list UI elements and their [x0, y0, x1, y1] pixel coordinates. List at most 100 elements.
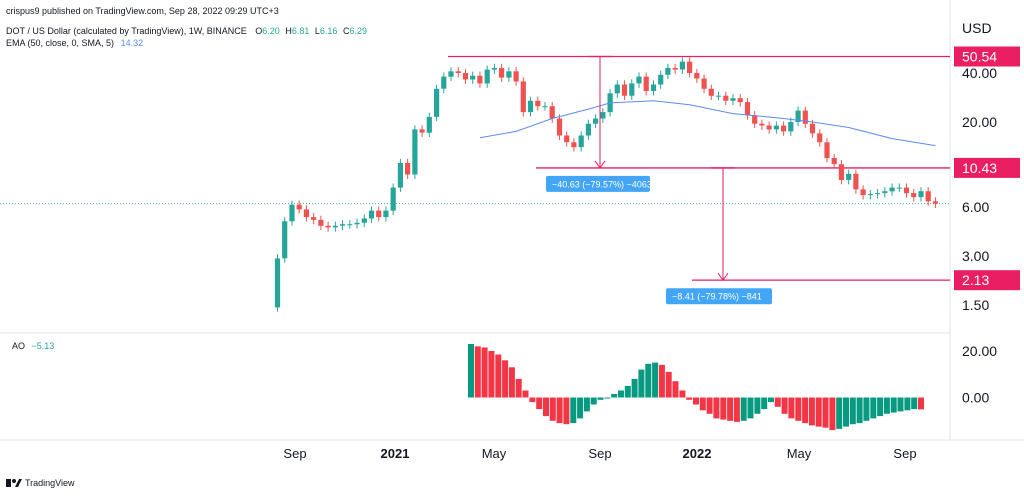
ema50-line: [479, 100, 936, 147]
candle-body-34: [520, 81, 526, 113]
level-label-2: 2.13: [962, 272, 989, 288]
candle-body-31: [499, 67, 505, 78]
price-tick-3: 3.00: [962, 248, 989, 264]
ao-axis: 20.00 0.00: [962, 343, 997, 406]
candle-body-18: [405, 162, 411, 175]
ao-bar-28: [658, 364, 665, 398]
ao-bar-39: [733, 397, 740, 422]
candle-body-90: [925, 191, 931, 202]
ema-value: 14.32: [121, 38, 144, 48]
candle-body-35: [527, 100, 534, 113]
candle-body-79: [846, 173, 852, 180]
candle-body-81: [860, 189, 866, 196]
ao-bar-3: [488, 351, 495, 398]
candle-body-27: [470, 75, 476, 80]
candle-body-63: [730, 98, 736, 101]
candle-body-15: [383, 210, 389, 218]
ao-bar-33: [693, 397, 699, 405]
ema-title: EMA (50, close, 0, SMA, 5): [6, 38, 114, 48]
time-label-6: Sep: [893, 446, 916, 461]
ao-histogram: [468, 344, 924, 431]
candle-body-48: [621, 84, 628, 96]
ao-bar-34: [699, 397, 706, 411]
level-badge-0: [954, 46, 1020, 67]
ao-bar-43: [761, 397, 768, 410]
symbol-line: DOT / US Dollar (calculated by TradingVi…: [6, 26, 367, 36]
ao-bar-25: [638, 369, 645, 398]
candle-body-76: [824, 142, 830, 159]
candle-body-17: [397, 162, 403, 188]
price-tick-1: 20.00: [962, 114, 997, 130]
candle-body-68: [766, 125, 772, 130]
candle-body-7: [325, 225, 331, 228]
ao-bar-52: [822, 397, 829, 428]
candle-body-8: [332, 225, 338, 228]
candle-body-36: [535, 100, 541, 107]
ao-bar-12: [549, 397, 556, 421]
candle-body-23: [441, 76, 447, 89]
ao-bar-64: [904, 397, 911, 411]
candle-body-40: [564, 135, 570, 143]
candle-body-73: [802, 110, 808, 124]
ao-bar-66: [918, 397, 924, 410]
candle-body-80: [853, 173, 859, 190]
ao-bar-21: [611, 394, 618, 398]
ao-bar-41: [747, 397, 754, 419]
candle-body-58: [694, 73, 700, 79]
measure-label-0: −40.63 (−79.57%) −4063: [552, 179, 652, 189]
ao-bar-27: [652, 362, 659, 398]
tradingview-logo: TradingView: [6, 478, 75, 488]
candle-body-5: [311, 217, 317, 220]
candle-body-12: [361, 218, 367, 223]
ao-bar-46: [781, 397, 788, 414]
ao-bar-30: [672, 381, 679, 398]
time-label-5: May: [787, 446, 812, 461]
candle-body-50: [636, 76, 642, 84]
candle-body-86: [896, 187, 902, 189]
candle-body-61: [715, 95, 722, 97]
candle-body-16: [390, 187, 396, 211]
published-line: crispus9 published on TradingView.com, S…: [6, 6, 279, 16]
price-axis: 40.00 20.00 6.00 3.00 1.50: [962, 65, 997, 313]
candle-body-13: [368, 210, 375, 219]
ao-bar-62: [890, 397, 897, 413]
ao-bar-36: [713, 397, 720, 419]
ohlc-low-label: L: [315, 26, 320, 36]
candle-body-51: [643, 76, 649, 91]
level-label-0: 50.54: [962, 49, 997, 65]
candle-body-67: [759, 123, 765, 126]
candle-body-6: [318, 219, 324, 226]
ao-bar-11: [543, 397, 549, 417]
ao-bar-8: [522, 390, 529, 398]
level-badge-2: [954, 270, 1020, 291]
candle-body-78: [838, 164, 844, 180]
ao-bar-47: [788, 397, 795, 419]
price-levels: 50.54 10.43 2.13: [0, 46, 1020, 291]
ao-bar-65: [911, 397, 918, 410]
ao-bar-13: [556, 397, 563, 424]
candle-body-42: [578, 135, 584, 148]
candle-body-32: [506, 71, 512, 78]
candle-body-72: [795, 110, 801, 122]
ao-bar-26: [645, 363, 652, 398]
symbol-title: DOT / US Dollar (calculated by TradingVi…: [6, 26, 247, 36]
logo-mark-right: [15, 479, 22, 487]
candle-body-56: [679, 61, 685, 70]
time-label-0: Sep: [283, 446, 306, 461]
logo-mark-left: [6, 479, 11, 487]
candle-body-0: [274, 258, 281, 308]
candle-body-64: [737, 98, 743, 103]
ao-bar-63: [897, 397, 904, 412]
candle-body-21: [426, 116, 432, 133]
ao-bar-6: [508, 367, 515, 398]
candle-body-38: [549, 106, 555, 119]
ao-bar-19: [597, 397, 604, 400]
candle-body-87: [903, 187, 910, 194]
ao-bar-54: [836, 397, 843, 429]
ao-bar-38: [727, 397, 734, 421]
candle-body-11: [354, 222, 360, 225]
candle-body-28: [477, 75, 483, 84]
candle-body-19: [412, 129, 418, 175]
ao-bar-61: [883, 397, 890, 414]
